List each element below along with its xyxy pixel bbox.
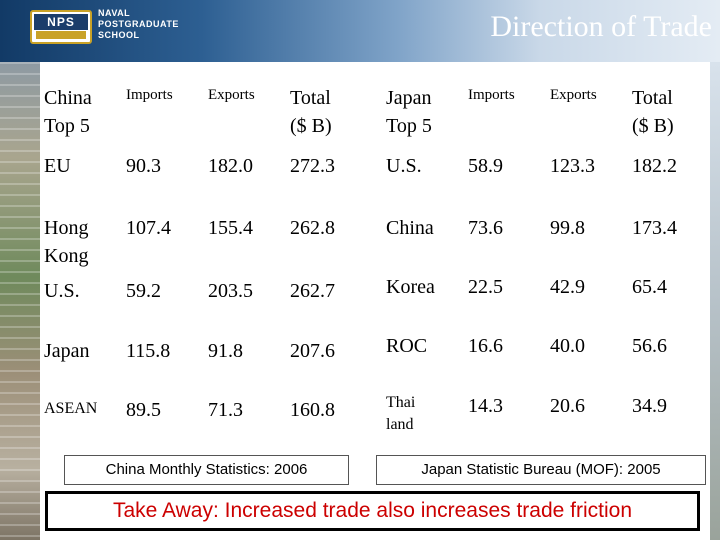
japan-row-4-country: ROC	[386, 335, 428, 357]
china-row-5-country: ASEAN	[44, 400, 98, 417]
japan-row-3-country: Korea	[386, 276, 435, 298]
china-row-1-exports: 182.0	[208, 155, 253, 177]
china-row-2-country: Hong Kong	[44, 214, 88, 270]
japan-col-total: Total ($ B)	[632, 84, 674, 140]
china-row-4-country: Japan	[44, 340, 90, 362]
japan-row-2-exports: 99.8	[550, 217, 585, 239]
japan-row-1-imports: 58.9	[468, 155, 503, 177]
china-row-2-imports: 107.4	[126, 217, 171, 239]
japan-col-exports: Exports	[550, 87, 597, 103]
japan-row-5-country-line-2: land	[386, 416, 414, 433]
japan-col-total-line-1: Total	[632, 87, 673, 109]
china-table-title: China Top 5	[44, 84, 92, 140]
china-row-3-exports: 203.5	[208, 280, 253, 302]
china-col-total: Total ($ B)	[290, 84, 332, 140]
japan-table-title-line-2: Top 5	[386, 115, 432, 137]
china-table-title-line-1: China	[44, 87, 92, 109]
japan-row-3-imports: 22.5	[468, 276, 503, 298]
japan-table-title-line-1: Japan	[386, 87, 432, 109]
japan-row-1-total: 182.2	[632, 155, 677, 177]
page-title: Direction of Trade	[490, 10, 712, 43]
school-name-line-1: NAVAL	[98, 8, 131, 18]
china-row-5-total: 160.8	[290, 399, 335, 421]
japan-trade-table: Japan Top 5 Imports Exports Total ($ B) …	[380, 76, 705, 448]
japan-row-3-exports: 42.9	[550, 276, 585, 298]
right-photo-strip	[710, 62, 720, 540]
school-crest-logo: NPS	[30, 10, 92, 44]
japan-row-1-country: U.S.	[386, 155, 422, 177]
school-name-line-2: POSTGRADUATE	[98, 19, 179, 29]
china-source-caption: China Monthly Statistics: 2006	[64, 455, 349, 485]
china-row-2-exports: 155.4	[208, 217, 253, 239]
china-row-5-exports: 71.3	[208, 399, 243, 421]
china-row-4-exports: 91.8	[208, 340, 243, 362]
japan-row-2-country: China	[386, 217, 434, 239]
china-col-imports: Imports	[126, 87, 173, 103]
japan-row-2-imports: 73.6	[468, 217, 503, 239]
japan-row-5-country-line-1: Thai	[386, 394, 416, 411]
china-row-1-country: EU	[44, 155, 71, 177]
japan-col-total-line-2: ($ B)	[632, 115, 674, 137]
japan-row-2-total: 173.4	[632, 217, 677, 239]
crest-band	[36, 31, 86, 39]
takeaway-box: Take Away: Increased trade also increase…	[45, 491, 700, 531]
china-row-2-country-line-2: Kong	[44, 245, 89, 267]
school-name: NAVAL POSTGRADUATE SCHOOL	[98, 8, 179, 41]
japan-row-1-exports: 123.3	[550, 155, 595, 177]
china-col-total-line-2: ($ B)	[290, 115, 332, 137]
china-row-4-total: 207.6	[290, 340, 335, 362]
header-band: NPS NAVAL POSTGRADUATE SCHOOL Direction …	[0, 0, 720, 62]
china-row-5-imports: 89.5	[126, 399, 161, 421]
china-table-title-line-2: Top 5	[44, 115, 90, 137]
japan-row-5-imports: 14.3	[468, 395, 503, 417]
japan-row-4-imports: 16.6	[468, 335, 503, 357]
china-row-4-imports: 115.8	[126, 340, 171, 362]
china-row-2-total: 262.8	[290, 217, 335, 239]
china-trade-table: China Top 5 Imports Exports Total ($ B) …	[40, 76, 362, 448]
crest-text: NPS	[34, 14, 88, 30]
japan-row-4-exports: 40.0	[550, 335, 585, 357]
china-col-total-line-1: Total	[290, 87, 331, 109]
japan-row-3-total: 65.4	[632, 276, 667, 298]
japan-row-5-exports: 20.6	[550, 395, 585, 417]
china-row-1-imports: 90.3	[126, 155, 161, 177]
china-row-2-country-line-1: Hong	[44, 217, 89, 239]
japan-table-title: Japan Top 5	[386, 84, 432, 140]
japan-row-5-total: 34.9	[632, 395, 667, 417]
japan-row-4-total: 56.6	[632, 335, 667, 357]
school-name-line-3: SCHOOL	[98, 30, 140, 40]
campus-photo-strip	[0, 62, 40, 540]
china-col-exports: Exports	[208, 87, 255, 103]
china-row-1-total: 272.3	[290, 155, 335, 177]
japan-source-caption: Japan Statistic Bureau (MOF): 2005	[376, 455, 706, 485]
japan-row-5-country: Thai land	[386, 392, 415, 436]
china-row-3-imports: 59.2	[126, 280, 161, 302]
japan-col-imports: Imports	[468, 87, 515, 103]
china-row-3-total: 262.7	[290, 280, 335, 302]
china-row-3-country: U.S.	[44, 280, 80, 302]
